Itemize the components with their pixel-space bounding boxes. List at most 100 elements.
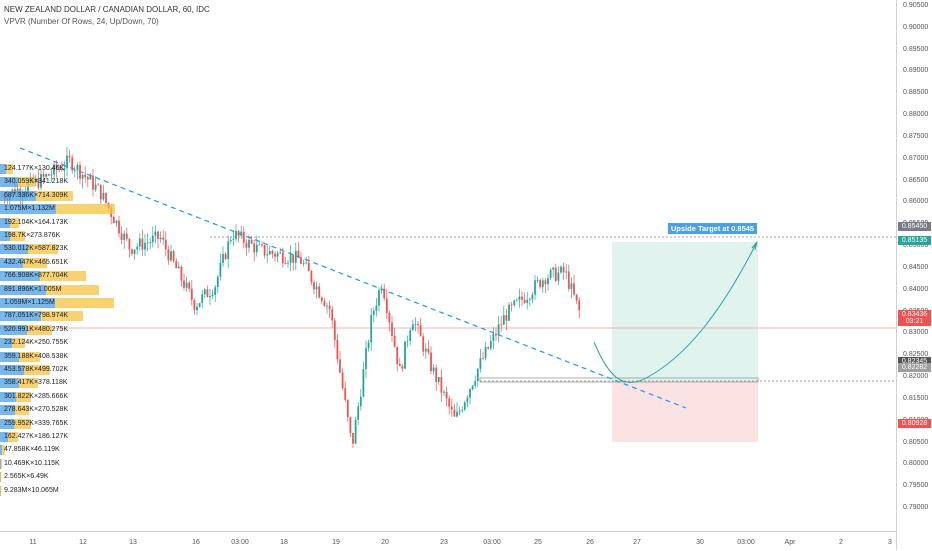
volume-profile-label: 340.059K×341.218K: [4, 177, 68, 187]
volume-profile-label: 359.188K×408.538K: [4, 352, 68, 362]
candle-body: [490, 341, 492, 348]
volume-profile-label: 301.822K×285.666K: [4, 392, 68, 402]
candle-body: [191, 289, 193, 300]
indicator-title: VPVR (Number Of Rows, 24, Up/Down, 70): [4, 17, 159, 26]
candle-body: [235, 231, 237, 239]
price-tick-label: 0.88000: [903, 111, 928, 118]
price-marker-label: 0.85450: [898, 222, 931, 231]
candle-body: [316, 286, 318, 289]
candle-body: [576, 294, 578, 300]
candle-body: [456, 412, 458, 417]
volume-profile-label: 787.051K×798.974K: [4, 311, 68, 321]
price-tick-label: 0.86500: [903, 177, 928, 184]
price-tick-label: 0.80000: [903, 460, 928, 467]
upside-target-label[interactable]: Upside Target at 0.8545: [668, 223, 757, 234]
candle-body: [532, 295, 534, 299]
candle-body: [337, 340, 339, 359]
time-tick-label: 16: [192, 539, 200, 546]
volume-profile-label: 453.578K×499.702K: [4, 365, 68, 375]
candle-body: [459, 411, 461, 412]
volume-profile-label: 192.104K×164.173K: [4, 218, 68, 228]
candle-body: [313, 282, 315, 289]
target-zone[interactable]: [612, 242, 758, 381]
candle-body: [513, 300, 515, 305]
candle-body: [542, 280, 544, 287]
candle-body: [480, 358, 482, 369]
candle-body: [212, 295, 214, 296]
stop-zone[interactable]: [612, 381, 758, 442]
candle-body: [331, 309, 333, 320]
candle-body: [355, 420, 357, 444]
candle-body: [521, 297, 523, 300]
time-tick-label: 2: [839, 539, 843, 546]
candle-body: [461, 410, 463, 411]
candle-body: [524, 300, 526, 303]
candle-body: [318, 286, 320, 297]
volume-down-bar: [56, 204, 115, 214]
candle-body: [152, 236, 154, 243]
candle-body: [295, 251, 297, 263]
symbol-title: NEW ZEALAND DOLLAR / CANADIAN DOLLAR, 60…: [4, 5, 210, 14]
candle-body: [370, 315, 372, 342]
candle-body: [438, 377, 440, 382]
time-tick-label: 13: [129, 539, 137, 546]
candle-body: [430, 353, 432, 372]
candle-body: [246, 243, 248, 248]
candle-body: [344, 388, 346, 400]
time-tick-label: 19: [332, 539, 340, 546]
candle-body: [415, 324, 417, 325]
candle-body: [378, 290, 380, 306]
candle-body: [389, 313, 391, 323]
candle-body: [259, 245, 261, 246]
candle-body: [516, 300, 518, 301]
candle-body: [407, 341, 409, 342]
candle-body: [253, 244, 255, 253]
candle-body: [474, 381, 476, 386]
candle-body: [451, 407, 453, 410]
price-tick-label: 0.80500: [903, 439, 928, 446]
candle-body: [350, 417, 352, 433]
candle-body: [243, 232, 245, 243]
candle-body: [279, 252, 281, 253]
volume-profile-label: 891.896K×1.005M: [4, 285, 61, 295]
price-tick-label: 0.84000: [903, 286, 928, 293]
candle-body: [155, 232, 157, 236]
candle-body: [420, 325, 422, 336]
candle-body: [482, 358, 484, 359]
candle-body: [222, 254, 224, 263]
candle-body: [386, 298, 388, 313]
candle-body: [508, 305, 510, 321]
volume-profile-label: 259.952K×339.765K: [4, 419, 68, 429]
time-tick-label: 30: [696, 539, 704, 546]
candle-body: [269, 251, 271, 255]
candle-body: [472, 386, 474, 389]
candle-body: [547, 278, 549, 284]
candle-body: [209, 296, 211, 297]
price-tick-label: 0.88500: [903, 89, 928, 96]
volume-profile-label: 232.124K×250.755K: [4, 338, 68, 348]
candle-body: [266, 254, 268, 255]
candle-body: [201, 294, 203, 303]
candle-body: [274, 254, 276, 257]
candle-body: [555, 268, 557, 281]
time-tick-label: 11: [29, 539, 36, 546]
candle-body: [500, 324, 502, 325]
price-tick-label: 0.87000: [903, 155, 928, 162]
candle-body: [573, 283, 575, 294]
volume-profile-label: 520.991K×480.275K: [4, 325, 68, 335]
time-tick-label: 26: [586, 539, 594, 546]
time-tick-label: 25: [534, 539, 542, 546]
candle-body: [233, 239, 235, 240]
price-marker-label: 0.80928: [898, 419, 931, 428]
volume-profile-label: 687.336K×714.309K: [4, 191, 68, 201]
time-tick-label: 18: [280, 539, 288, 546]
candle-body: [469, 389, 471, 398]
candle-body: [308, 263, 310, 271]
candle-body: [368, 342, 370, 348]
price-tick-label: 0.86000: [903, 198, 928, 205]
candle-body: [165, 240, 167, 250]
candle-body: [529, 299, 531, 300]
